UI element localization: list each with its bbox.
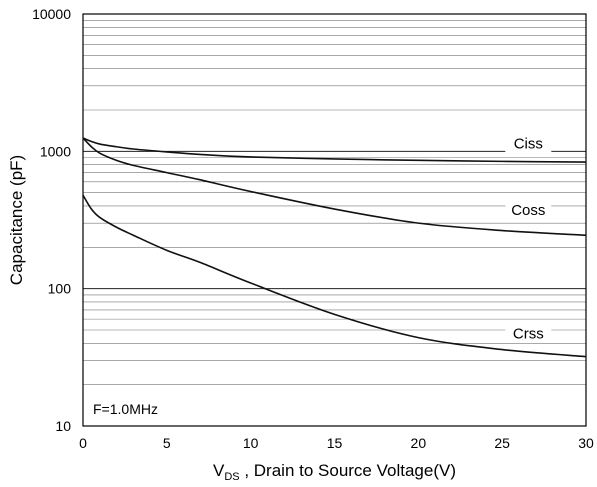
series-label-background xyxy=(505,324,552,343)
y-tick-labels: 10 100 1000 10000 xyxy=(32,6,71,434)
y-tick-label: 10000 xyxy=(32,6,71,22)
series-line-crss xyxy=(82,194,587,358)
x-tick-label: 0 xyxy=(79,435,87,451)
series-label-crss: Crss xyxy=(513,326,544,343)
series-label-ciss: Ciss xyxy=(514,136,543,153)
frequency-annotation: F=1.0MHz xyxy=(93,401,158,417)
series-layer xyxy=(82,137,587,358)
y-tick-label: 100 xyxy=(48,281,72,297)
x-tick-label: 30 xyxy=(578,435,594,451)
x-axis-label-sub: DS xyxy=(224,471,239,483)
series-label-background xyxy=(505,200,552,219)
x-tick-labels: 0 5 10 15 20 25 30 xyxy=(79,435,594,451)
series-labels: Ciss Coss Crss xyxy=(505,134,552,343)
x-tick-label: 20 xyxy=(411,435,427,451)
x-tick-label: 15 xyxy=(327,435,343,451)
grid-lines xyxy=(83,19,586,385)
x-tick-label: 25 xyxy=(494,435,510,451)
x-tick-label: 5 xyxy=(163,435,171,451)
series-line-ciss xyxy=(82,137,587,163)
series-label-coss: Coss xyxy=(511,202,545,219)
series-label-background xyxy=(505,134,552,153)
x-axis-label: VDS , Drain to Source Voltage(V) xyxy=(213,461,456,483)
plot-frame xyxy=(82,13,587,427)
x-axis-label-rest: , Drain to Source Voltage(V) xyxy=(240,461,456,480)
x-axis-label-main: V xyxy=(213,461,225,480)
y-tick-label: 10 xyxy=(55,418,71,434)
series-line-coss xyxy=(82,137,587,237)
y-tick-label: 1000 xyxy=(40,143,71,159)
x-tick-label: 10 xyxy=(243,435,259,451)
y-axis-label: Capacitance (pF) xyxy=(7,155,26,285)
